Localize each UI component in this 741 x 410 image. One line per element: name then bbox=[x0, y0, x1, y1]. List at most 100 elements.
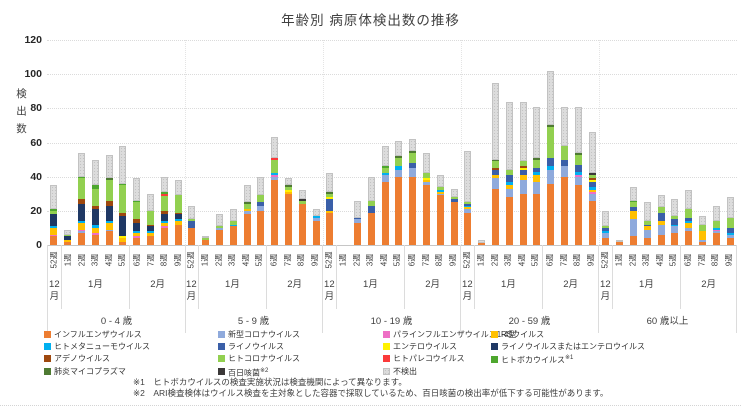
bar-slot-5週 bbox=[530, 40, 544, 245]
bar-slot-8週 bbox=[709, 40, 723, 245]
bar-segment-hcov bbox=[698, 224, 706, 232]
bar-segment-parecho bbox=[160, 193, 168, 196]
gridline bbox=[47, 176, 737, 178]
week-tick-label: 1週 bbox=[476, 254, 486, 267]
bar-segment-hcov bbox=[491, 161, 499, 169]
bar-segment-nd bbox=[77, 152, 85, 177]
bar-segment-covid bbox=[422, 181, 430, 186]
month-section: 6週 7週 8週 9週 2月 bbox=[543, 245, 598, 309]
bar-segment-covid bbox=[574, 176, 582, 186]
bar-segment-hcov bbox=[588, 175, 596, 179]
bar-segment-nd bbox=[381, 145, 389, 167]
legend-label: 肺炎マイコプラズマ bbox=[54, 366, 126, 376]
bar-segment-nd bbox=[229, 209, 237, 222]
bar-segment-hcov bbox=[174, 195, 182, 213]
stacked-bar-5 - 9 歳-3週 bbox=[229, 209, 237, 245]
bar-segment-nd bbox=[712, 205, 720, 222]
legend-swatch-para bbox=[383, 331, 390, 338]
bar-segment-rsv bbox=[698, 231, 706, 240]
month-section: 1週 2週 3週 4週 5週 1月 bbox=[613, 245, 682, 309]
bar-segment-hcov bbox=[91, 188, 99, 206]
week-label-cell: 9週 bbox=[722, 245, 736, 276]
bar-slot-1週 bbox=[613, 40, 627, 245]
week-tick-label: 5週 bbox=[254, 254, 264, 267]
bar-segment-nd bbox=[202, 236, 210, 239]
stacked-bar-10 - 19 歳-2週 bbox=[353, 200, 361, 245]
bar-segment-hmpv bbox=[712, 227, 720, 230]
bar-segment-nd bbox=[436, 175, 444, 187]
week-tick-label: 4週 bbox=[241, 254, 251, 267]
legend-swatch-hcov bbox=[218, 355, 225, 363]
legend-swatch-boca bbox=[491, 356, 498, 364]
bar-segment-hcov bbox=[519, 161, 527, 167]
bar-segment-hcov bbox=[284, 186, 292, 191]
bar-segment-hmpv bbox=[685, 221, 693, 223]
bar-segment-rhino_entero bbox=[119, 215, 127, 237]
age-group-label: 0 - 4 歳 bbox=[100, 316, 133, 327]
week-tick-label: 2週 bbox=[352, 254, 362, 267]
bar-slot-3週 bbox=[502, 40, 516, 245]
stacked-bar-0 - 4 歳-4週 bbox=[105, 154, 113, 245]
bar-segment-covid bbox=[243, 210, 251, 215]
bar-segment-hcov bbox=[436, 186, 444, 191]
bar-segment-rsv bbox=[50, 227, 58, 235]
month-section: 1週 2週 3週 4週 5週 1月 bbox=[62, 245, 131, 309]
legend-label: エンテロウイルス bbox=[393, 342, 457, 352]
legend-label: 百日咳菌※2 bbox=[228, 367, 269, 378]
week-tick-label: 1週 bbox=[614, 254, 624, 267]
bar-segment-parecho bbox=[271, 157, 279, 160]
bar-segment-influenza bbox=[91, 234, 99, 245]
bar-segment-para bbox=[77, 229, 85, 232]
week-tick-label: 9週 bbox=[586, 254, 596, 267]
bar-segment-nd bbox=[105, 154, 113, 179]
bar-segment-hcov bbox=[533, 159, 541, 169]
axis-group-0 - 4 歳: 52週 12月 1週 2週 3週 4週 5週 1月 6週 7週 8週 9週 2月 0 - 4 歳 bbox=[47, 245, 186, 333]
stacked-bar-10 - 19 歳-7週 bbox=[422, 152, 430, 245]
bar-segment-influenza bbox=[533, 193, 541, 245]
bar-group-0 - 4 歳 bbox=[47, 40, 186, 245]
bar-segment-covid bbox=[271, 176, 279, 181]
bar-segment-rsv bbox=[588, 190, 596, 193]
legend-label: ヒトボカウイルス※1 bbox=[501, 355, 574, 366]
bar-segment-rsv bbox=[105, 222, 113, 230]
legend-item-influenza: インフルエンザウイルス bbox=[44, 330, 142, 339]
bar-segment-para bbox=[50, 234, 58, 237]
bar-segment-nd bbox=[215, 214, 223, 227]
legend-item-hmpv: ヒトメタニューモウイルス bbox=[44, 342, 150, 351]
bar-segment-myco bbox=[284, 185, 292, 187]
bar-segment-rhino bbox=[588, 181, 596, 187]
bar-segment-nd bbox=[671, 198, 679, 216]
bar-segment-hcov bbox=[243, 204, 251, 210]
bar-slot-8週 bbox=[295, 40, 309, 245]
bar-segment-influenza bbox=[202, 239, 210, 245]
week-tick-label: 1週 bbox=[338, 254, 348, 267]
bar-segment-nd bbox=[629, 186, 637, 201]
bar-segment-hmpv bbox=[271, 173, 279, 175]
bar-slot-52週 bbox=[323, 40, 337, 245]
bar-segment-nd bbox=[312, 209, 320, 216]
bar-segment-covid bbox=[312, 217, 320, 222]
bar-segment-nd bbox=[685, 190, 693, 210]
bar-segment-hcov bbox=[160, 195, 168, 211]
bar-segment-rsv bbox=[174, 221, 182, 225]
legend-swatch-rhino_entero bbox=[491, 343, 498, 351]
week-tick-label: 8週 bbox=[572, 254, 582, 267]
stacked-bar-0 - 4 歳-8週 bbox=[160, 176, 168, 245]
bar-segment-nd bbox=[353, 200, 361, 218]
bar-segment-hcov bbox=[657, 207, 665, 213]
bar-segment-pertussis bbox=[298, 198, 306, 201]
week-label-cell: 3週 bbox=[640, 245, 654, 276]
bar-segment-hcov bbox=[574, 154, 582, 165]
legend-label: ライノウイルスまたはエンテロウイルス bbox=[501, 342, 645, 352]
bar-segment-hcov bbox=[450, 197, 458, 199]
bar-segment-influenza bbox=[353, 222, 361, 245]
bar-segment-hmpv bbox=[395, 166, 403, 170]
week-label-cell: 1週 bbox=[62, 245, 76, 276]
week-label-cell: 52週 bbox=[48, 245, 61, 276]
week-tick-label: 6週 bbox=[407, 254, 417, 267]
stacked-bar-10 - 19 歳-9週 bbox=[450, 188, 458, 245]
gridline bbox=[47, 210, 737, 212]
week-tick-label: 1週 bbox=[63, 254, 73, 267]
week-tick-label: 9週 bbox=[724, 254, 734, 267]
stacked-bar-10 - 19 歳-5週 bbox=[395, 140, 403, 245]
